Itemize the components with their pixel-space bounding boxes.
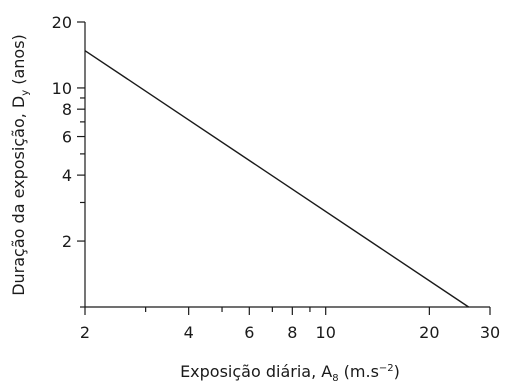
y-tick-label: 10 [52, 79, 72, 98]
x-tick-label: 4 [184, 323, 194, 342]
y-ticks: 2 4 6 8 10 20 [52, 13, 85, 308]
y-axis-title: Duração da exposição, Dy (anos) [9, 34, 31, 296]
x-tick-label: 20 [419, 323, 439, 342]
y-tick-label: 2 [62, 232, 72, 251]
series-line [84, 50, 469, 308]
x-tick-label: 2 [80, 323, 90, 342]
y-tick-label: 20 [52, 13, 72, 32]
x-tick-label: 8 [287, 323, 297, 342]
x-tick-label: 6 [244, 323, 254, 342]
x-ticks: 2 4 6 8 10 20 30 [80, 307, 500, 342]
series-group [84, 50, 469, 308]
y-tick-label: 8 [62, 100, 72, 119]
x-tick-label: 10 [316, 323, 336, 342]
y-tick-label: 4 [62, 166, 72, 185]
y-tick-label: 6 [62, 128, 72, 147]
x-axis-title: Exposição diária, A8 (m.s−2) [180, 362, 400, 384]
x-tick-label: 30 [480, 323, 500, 342]
